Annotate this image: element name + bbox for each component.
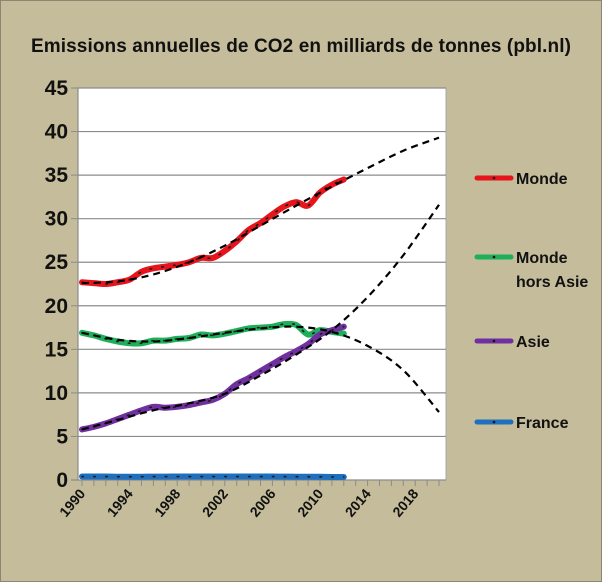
x-tick-label: 2018	[389, 485, 421, 519]
x-tick-label: 2002	[199, 485, 231, 519]
y-tick-label: 45	[45, 77, 69, 100]
x-tick-label: 1998	[151, 485, 183, 519]
y-tick-labels: 0 5 10 15 20 25 30 35 40 45	[45, 77, 69, 492]
plot-area	[77, 87, 447, 481]
legend-marker	[492, 255, 496, 259]
legend-label: Monde	[516, 171, 568, 188]
y-tick-label: 0	[56, 469, 68, 492]
legend-marker	[492, 176, 496, 180]
trend-line-monde-hors-asie-tendance	[81, 325, 440, 413]
legend-label: Asie	[516, 334, 550, 351]
legend-item-monde: Monde	[474, 171, 568, 188]
series-lines	[79, 176, 347, 480]
x-tick-label: 1994	[104, 485, 136, 519]
y-tick-label: 40	[45, 121, 68, 144]
x-tick-labels: 1990 1994 1998 2002 2006 2010 2014 2018	[56, 485, 422, 519]
y-tick-label: 35	[45, 164, 69, 187]
y-tick-label: 10	[45, 382, 68, 405]
chart-title: Emissions annuelles de CO2 en milliards …	[30, 36, 572, 57]
legend-item-france: France	[474, 415, 569, 432]
x-tick-label: 2006	[246, 485, 278, 519]
y-tick-label: 5	[56, 425, 68, 448]
legend-label: hors Asie	[516, 274, 588, 291]
legend-marker	[492, 420, 496, 424]
y-tick-label: 25	[45, 251, 69, 274]
series-line-monde	[79, 176, 347, 288]
y-tick-label: 20	[45, 295, 68, 318]
series-line-asie	[79, 323, 347, 433]
legend-label: Monde	[516, 250, 568, 267]
y-tick-label: 15	[45, 338, 69, 361]
axes	[71, 88, 446, 486]
trend-line-asie-tendance	[81, 204, 440, 431]
y-tick-label: 30	[45, 208, 68, 231]
series-markers-monde-hors-asie	[81, 322, 345, 345]
trend-line-monde-tendance	[81, 136, 440, 285]
x-tick-label: 2010	[294, 485, 326, 519]
legend-marker	[492, 339, 496, 343]
legend-label: France	[516, 415, 569, 432]
legend-item-monde-hors-asie: Monde hors Asie	[474, 250, 588, 291]
x-tick-label: 2014	[342, 485, 374, 519]
trend-lines	[81, 136, 440, 431]
legend: Monde Monde hors Asie Asie France	[474, 171, 588, 432]
legend-item-asie: Asie	[474, 334, 550, 351]
